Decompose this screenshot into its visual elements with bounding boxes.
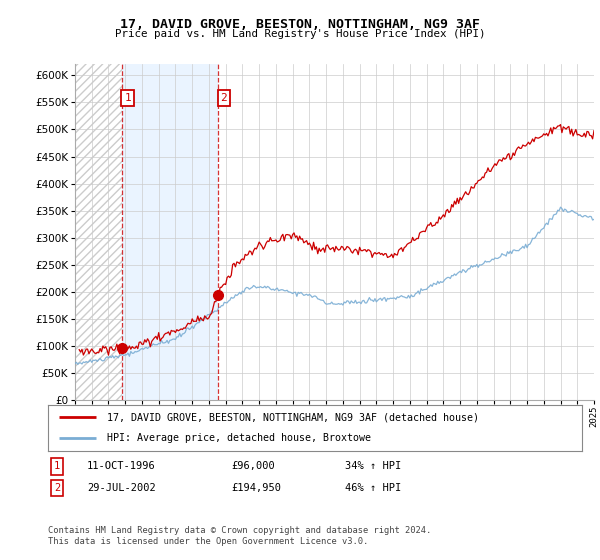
Text: HPI: Average price, detached house, Broxtowe: HPI: Average price, detached house, Brox… bbox=[107, 433, 371, 444]
Text: Contains HM Land Registry data © Crown copyright and database right 2024.
This d: Contains HM Land Registry data © Crown c… bbox=[48, 526, 431, 546]
Text: £194,950: £194,950 bbox=[231, 483, 281, 493]
Text: 2: 2 bbox=[54, 483, 60, 493]
Bar bbox=[122, 64, 218, 400]
Text: 34% ↑ HPI: 34% ↑ HPI bbox=[345, 461, 401, 472]
Text: 29-JUL-2002: 29-JUL-2002 bbox=[87, 483, 156, 493]
Text: 11-OCT-1996: 11-OCT-1996 bbox=[87, 461, 156, 472]
Text: 2: 2 bbox=[220, 93, 227, 103]
Text: Price paid vs. HM Land Registry's House Price Index (HPI): Price paid vs. HM Land Registry's House … bbox=[115, 29, 485, 39]
Text: 1: 1 bbox=[54, 461, 60, 472]
Text: 17, DAVID GROVE, BEESTON, NOTTINGHAM, NG9 3AF: 17, DAVID GROVE, BEESTON, NOTTINGHAM, NG… bbox=[120, 18, 480, 31]
Text: 17, DAVID GROVE, BEESTON, NOTTINGHAM, NG9 3AF (detached house): 17, DAVID GROVE, BEESTON, NOTTINGHAM, NG… bbox=[107, 412, 479, 422]
Text: 1: 1 bbox=[124, 93, 131, 103]
Text: 46% ↑ HPI: 46% ↑ HPI bbox=[345, 483, 401, 493]
Text: £96,000: £96,000 bbox=[231, 461, 275, 472]
